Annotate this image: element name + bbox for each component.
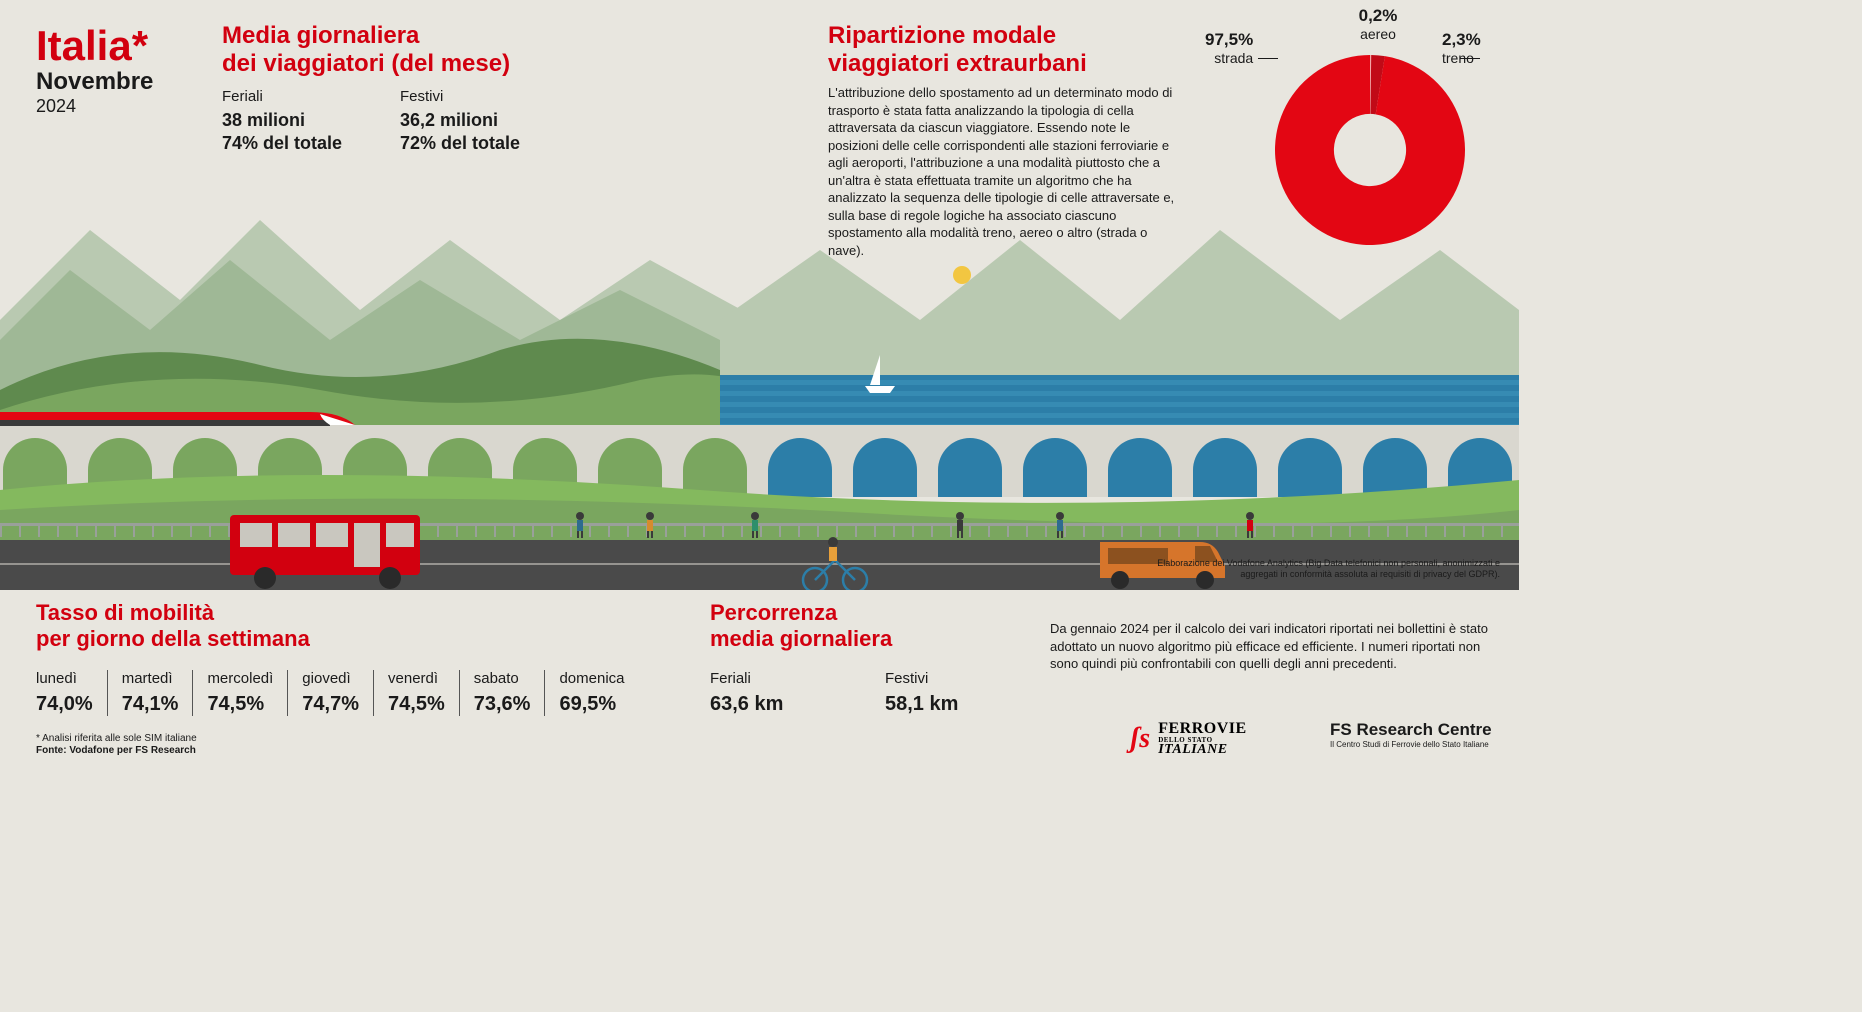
mobility-footnote2: Fonte: Vodafone per FS Research [36, 744, 196, 757]
daily-avg-weekday: Feriali 38 milioni 74% del totale [222, 88, 342, 156]
country-title: Italia* [36, 22, 148, 70]
mobility-day: mercoledì [207, 670, 273, 687]
donut-lead-road [1258, 58, 1278, 59]
avg-distance-weekday: Feriali 63,6 km [710, 670, 783, 716]
daily-avg-weekday-pct: 74% del totale [222, 132, 342, 155]
modal-split-title-l1: Ripartizione modale [828, 22, 1087, 50]
mobility-rate-cell: lunedì 74,0% [36, 670, 107, 716]
mobility-pct: 74,5% [207, 693, 273, 716]
avg-distance-weekday-label: Feriali [710, 670, 783, 687]
modal-split-title: Ripartizione modale viaggiatori extraurb… [828, 22, 1087, 77]
donut-air-name: aereo [1360, 26, 1396, 42]
mobility-pct: 74,7% [302, 693, 359, 716]
landscape-illustration [0, 190, 1519, 590]
mobility-rate-cell: domenica 69,5% [544, 670, 638, 716]
daily-avg-holiday-value: 36,2 milioni [400, 109, 520, 132]
avg-distance-weekday-value: 63,6 km [710, 693, 783, 716]
source-note: Elaborazione dei Vodafone Analytics (Big… [1150, 558, 1500, 580]
mobility-pct: 74,5% [388, 693, 445, 716]
daily-avg-title-l1: Media giornaliera [222, 22, 510, 50]
mobility-pct: 69,5% [559, 693, 624, 716]
mobility-day: domenica [559, 670, 624, 687]
daily-avg-holiday: Festivi 36,2 milioni 72% del totale [400, 88, 520, 156]
mobility-rate-cell: venerdì 74,5% [373, 670, 459, 716]
mobility-pct: 73,6% [474, 693, 531, 716]
mobility-pct: 74,1% [122, 693, 179, 716]
mobility-pct: 74,0% [36, 693, 93, 716]
avg-distance-holiday-value: 58,1 km [885, 693, 958, 716]
mobility-rate-title-l2: per giorno della settimana [36, 626, 310, 652]
mobility-rate-cell: sabato 73,6% [459, 670, 545, 716]
mobility-rate-cell: giovedì 74,7% [287, 670, 373, 716]
fs-logo-sub2: ITALIANE [1158, 742, 1246, 758]
algorithm-note: Da gennaio 2024 per il calcolo dei vari … [1050, 620, 1500, 673]
avg-distance-title-l2: media giornaliera [710, 626, 892, 652]
donut-label-air: 0,2% aereo [1348, 6, 1408, 42]
daily-avg-holiday-pct: 72% del totale [400, 132, 520, 155]
daily-avg-title: Media giornaliera dei viaggiatori (del m… [222, 22, 510, 77]
donut-air-pct: 0,2% [1359, 6, 1398, 25]
daily-avg-holiday-label: Festivi [400, 88, 520, 105]
avg-distance-title-l1: Percorrenza [710, 600, 892, 626]
fs-logo-icon: ʃs [1130, 723, 1150, 754]
research-logo-sub: Il Centro Studi di Ferrovie dello Stato … [1330, 740, 1492, 749]
donut-label-train: 2,3% treno [1442, 30, 1481, 66]
avg-distance-holiday: Festivi 58,1 km [885, 670, 958, 716]
mobility-day: martedì [122, 670, 179, 687]
mobility-day: venerdì [388, 670, 445, 687]
mobility-rate-row: lunedì 74,0% martedì 74,1% mercoledì 74,5% gio… [36, 670, 639, 716]
donut-lead-train [1460, 58, 1480, 59]
donut-train-pct: 2,3% [1442, 30, 1481, 49]
year-label: 2024 [36, 96, 76, 117]
avg-distance-title: Percorrenza media giornaliera [710, 600, 892, 653]
daily-avg-weekday-label: Feriali [222, 88, 342, 105]
mobility-rate-cell: mercoledì 74,5% [192, 670, 287, 716]
avg-distance-holiday-label: Festivi [885, 670, 958, 687]
research-logo-main: FS Research Centre [1330, 720, 1492, 740]
daily-avg-title-l2: dei viaggiatori (del mese) [222, 50, 510, 78]
mobility-day: sabato [474, 670, 531, 687]
mobility-rate-cell: martedì 74,1% [107, 670, 193, 716]
donut-label-road: 97,5% strada [1205, 30, 1253, 66]
mobility-rate-title-l1: Tasso di mobilità [36, 600, 310, 626]
month-label: Novembre [36, 68, 153, 96]
mobility-day: giovedì [302, 670, 359, 687]
mobility-rate-title: Tasso di mobilità per giorno della setti… [36, 600, 310, 653]
ferrovie-logo: ʃs FERROVIE DELLO STATO ITALIANE [1130, 720, 1247, 758]
research-centre-logo: FS Research Centre Il Centro Studi di Fe… [1330, 720, 1492, 749]
donut-road-pct: 97,5% [1205, 30, 1253, 49]
modal-split-title-l2: viaggiatori extraurbani [828, 50, 1087, 78]
mobility-day: lunedì [36, 670, 93, 687]
daily-avg-weekday-value: 38 milioni [222, 109, 342, 132]
donut-road-name: strada [1214, 50, 1253, 66]
